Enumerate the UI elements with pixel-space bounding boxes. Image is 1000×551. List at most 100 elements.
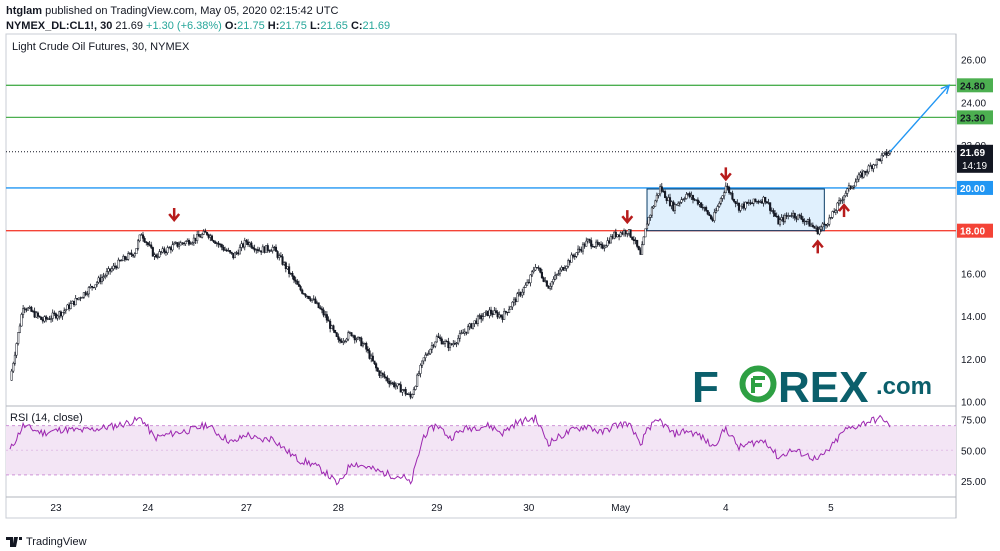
- candle: [632, 235, 635, 245]
- candle: [471, 323, 475, 330]
- candle-body: [271, 247, 274, 252]
- candle: [281, 254, 284, 266]
- candle: [450, 343, 453, 346]
- candle: [94, 284, 97, 291]
- candle-body: [182, 242, 186, 245]
- tradingview-logo-icon[interactable]: [6, 537, 22, 547]
- candle-body: [792, 213, 795, 217]
- watermark-f: F: [692, 363, 719, 412]
- candle: [288, 263, 291, 278]
- candle: [91, 285, 94, 291]
- candle-body: [301, 289, 304, 294]
- candle-body: [488, 309, 491, 316]
- candle-body: [99, 277, 102, 282]
- candle: [526, 279, 529, 286]
- candle: [25, 307, 28, 313]
- candle: [573, 253, 576, 260]
- candle-body: [714, 210, 718, 213]
- candle-body: [787, 215, 790, 217]
- candle: [734, 201, 737, 208]
- candle-body: [836, 202, 839, 211]
- candle: [347, 330, 350, 342]
- candle-body: [138, 234, 141, 242]
- candle: [340, 338, 343, 344]
- candle-body: [480, 315, 483, 320]
- candle: [391, 381, 394, 385]
- candle-body: [12, 363, 15, 372]
- candle-body: [660, 186, 663, 192]
- candle: [357, 336, 360, 340]
- candle-body: [189, 243, 192, 245]
- candle-body: [795, 217, 798, 220]
- level-label: 23.30: [960, 113, 985, 124]
- candle: [197, 230, 200, 237]
- candle-body: [304, 293, 307, 297]
- candle-body: [288, 266, 291, 274]
- candle: [880, 152, 883, 164]
- candle: [332, 324, 335, 333]
- candle-body: [737, 202, 741, 211]
- candle-body: [133, 253, 136, 257]
- candle-body: [49, 318, 53, 320]
- candle-body: [609, 236, 612, 244]
- candle-body: [404, 389, 407, 395]
- candle: [159, 251, 163, 255]
- candle: [453, 340, 456, 346]
- candle: [519, 291, 522, 298]
- candle: [148, 240, 151, 247]
- candle-body: [97, 277, 100, 283]
- candle-body: [673, 204, 676, 211]
- candle-body: [864, 170, 867, 173]
- candle: [173, 241, 176, 246]
- candle: [511, 301, 514, 311]
- candle-body: [485, 310, 488, 313]
- candle: [363, 342, 366, 345]
- rsi-tick-label: 25.00: [961, 477, 986, 488]
- candle: [554, 271, 557, 281]
- candle: [353, 334, 356, 344]
- candle: [35, 311, 38, 319]
- time-tick-label: 4: [723, 503, 729, 514]
- candle: [783, 213, 786, 224]
- candle: [714, 207, 718, 214]
- candle-body: [742, 203, 745, 209]
- candle-body: [61, 312, 64, 317]
- candle-body: [329, 320, 332, 329]
- candle-body: [526, 282, 529, 286]
- candle-body: [148, 244, 151, 246]
- candle-body: [64, 309, 67, 312]
- candle-body: [803, 220, 806, 223]
- candle-body: [424, 354, 427, 359]
- candle: [179, 240, 182, 246]
- candle: [135, 248, 138, 255]
- candle: [386, 375, 389, 384]
- candle-body: [225, 249, 228, 252]
- candle-body: [122, 256, 125, 261]
- candle: [728, 185, 731, 195]
- candle: [731, 190, 734, 201]
- candle-body: [629, 229, 632, 238]
- candle: [544, 277, 547, 283]
- candle-body: [736, 202, 739, 204]
- candle-body: [77, 297, 81, 300]
- candle-body: [833, 211, 836, 213]
- candle-body: [654, 200, 657, 207]
- candle-body: [834, 210, 837, 213]
- candle-body: [28, 306, 31, 309]
- candle: [444, 339, 447, 348]
- symbol-label[interactable]: NYMEX_DL:CL1!, 30: [6, 20, 113, 32]
- candle: [112, 263, 115, 271]
- candle: [17, 332, 20, 346]
- tradingview-brand[interactable]: TradingView: [26, 536, 87, 548]
- candle: [335, 332, 338, 338]
- candle: [301, 288, 304, 295]
- candle: [23, 306, 26, 314]
- candle-body: [869, 165, 872, 167]
- publisher-name[interactable]: htglam: [6, 5, 43, 17]
- candle-body: [38, 315, 41, 318]
- candle-body: [577, 248, 580, 253]
- candle: [539, 267, 542, 274]
- candle: [158, 248, 161, 258]
- candle: [228, 250, 232, 254]
